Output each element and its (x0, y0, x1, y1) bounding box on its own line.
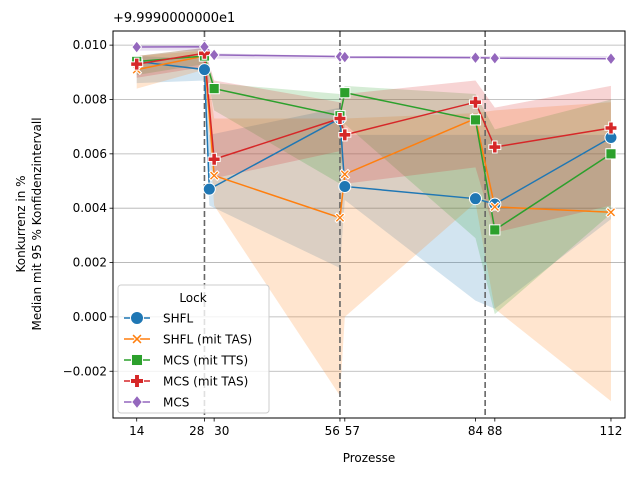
data-point-marker (208, 48, 220, 62)
data-point-marker (488, 197, 502, 211)
data-point-marker (130, 353, 144, 367)
y-tick-label: −0.002 (63, 364, 107, 378)
confidence-bands (136, 45, 611, 402)
data-point-marker (489, 201, 501, 213)
data-point-marker (130, 374, 144, 388)
y-tick-label: 0.008 (73, 92, 107, 106)
y-offset-label: +9.9990000000e1 (113, 11, 235, 26)
y-tick-label: 0.006 (73, 147, 107, 161)
data-point-marker (208, 170, 220, 182)
legend-title: Lock (179, 291, 206, 305)
legend-label: SHFL (163, 312, 194, 326)
data-point-marker (207, 152, 221, 166)
data-point-marker (339, 87, 351, 99)
data-point-marker (333, 112, 347, 126)
x-tick-label: 30 (214, 424, 229, 438)
legend-box (117, 284, 270, 414)
data-point-marker (199, 39, 210, 54)
data-point-marker (334, 212, 346, 224)
x-axis: 14 28 30 56 57 84 88 112 (129, 418, 622, 438)
x-axis-label: Prozesse (343, 451, 396, 465)
data-point-marker (469, 114, 482, 126)
data-point-marker (488, 140, 502, 154)
data-point-marker (489, 51, 501, 65)
x-tick-label: 57 (345, 424, 360, 438)
legend-label: MCS (163, 396, 189, 410)
x-tick-label: 14 (129, 424, 144, 438)
x-tick-label: 112 (600, 424, 623, 438)
data-point-marker (468, 192, 482, 206)
plot-frame (112, 30, 626, 419)
data-point-marker (605, 148, 617, 160)
y-tick-label: 0.004 (73, 201, 107, 215)
data-point-marker (197, 63, 211, 77)
legend-label: MCS (mit TTS) (163, 354, 248, 368)
data-point-marker (604, 121, 618, 135)
data-point-marker (130, 57, 144, 71)
data-point-marker (489, 224, 501, 236)
confidence-band (136, 47, 611, 315)
data-point-marker (339, 168, 351, 180)
y-tick-label: 0.002 (73, 256, 107, 270)
confidence-band (136, 50, 611, 402)
data-point-marker (470, 50, 481, 65)
x-tick-label: 56 (325, 424, 340, 438)
y-axis-label-line2: Median mit 95 % Konfidenzintervall (30, 117, 44, 330)
data-point-marker (338, 179, 352, 193)
data-point-marker (208, 83, 220, 95)
legend-label: SHFL (mit TAS) (163, 333, 252, 347)
x-tick-label: 88 (487, 424, 502, 438)
data-point-marker (339, 50, 351, 64)
data-point-marker (131, 40, 143, 54)
confidence-band (136, 56, 611, 309)
y-axis-label-line1: Konkurrenz in % (14, 175, 28, 272)
data-point-marker (202, 182, 216, 196)
data-point-marker (131, 394, 143, 410)
x-tick-label: 28 (189, 424, 204, 438)
series-markers (130, 39, 618, 236)
data-point-marker (338, 128, 352, 142)
y-tick-label: 0.010 (73, 38, 107, 52)
data-point-marker (131, 333, 143, 345)
confidence-band (136, 47, 611, 233)
y-tick-label: 0.000 (73, 310, 107, 324)
x-tick-label: 84 (468, 424, 483, 438)
legend: Lock SHFL SHFL (mit TAS) MCS (mit TTS) MCS … (117, 284, 270, 414)
data-point-marker (605, 51, 617, 66)
data-point-marker (605, 206, 617, 218)
y-axis: −0.002 0.000 0.002 0.004 0.006 0.008 0.010 (63, 38, 113, 378)
legend-label: MCS (mit TAS) (163, 375, 248, 389)
data-point-marker (468, 95, 482, 109)
data-point-marker (130, 311, 144, 325)
